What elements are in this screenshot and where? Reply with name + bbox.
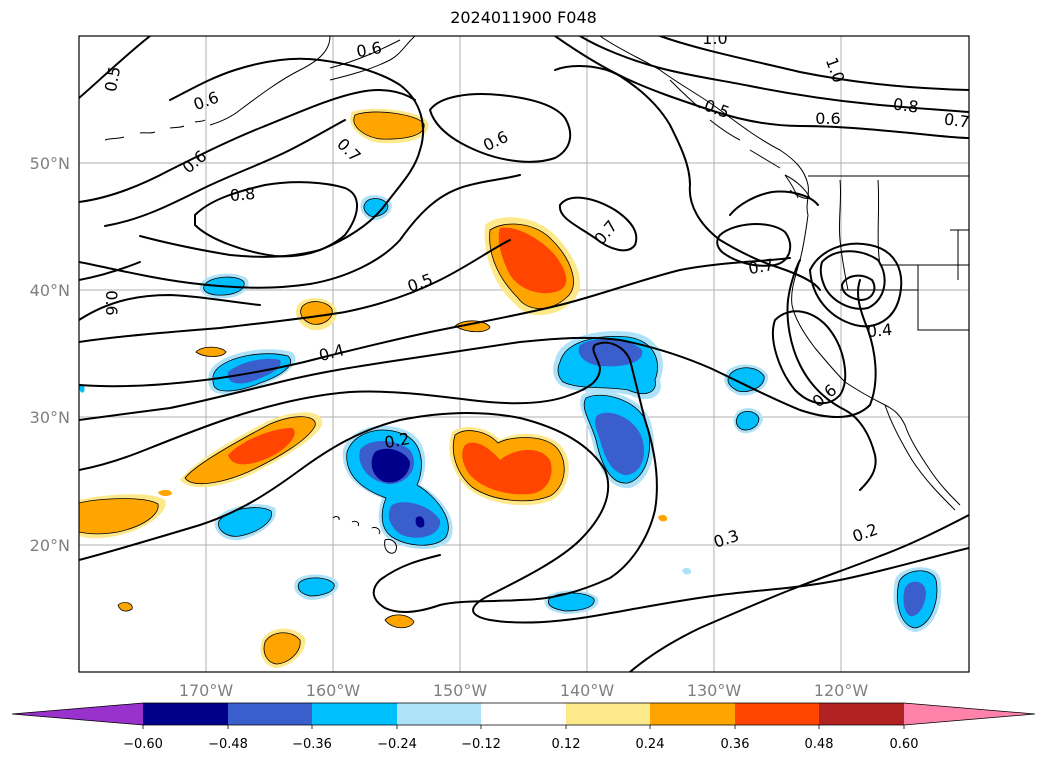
colorbar-segment [566,703,650,725]
filled-anomalies [79,108,942,668]
colorbar-segment [228,703,312,725]
colorbar-segment [650,703,735,725]
negative-anomaly-blob [342,425,453,549]
colorbar-over-triangle [904,703,1035,725]
lon-label: 140°W [560,681,615,700]
colorbar-tick-label: 0.60 [890,737,919,752]
lat-label: 50°N [30,154,70,173]
contour-label: 0.8 [892,94,920,116]
lat-label: 40°N [30,281,70,300]
negative-anomaly-blob [893,567,942,632]
colorbar-tick-label: −0.12 [461,737,501,752]
colorbar-under-triangle [12,703,143,725]
contour-lines [79,36,969,672]
lat-label: 30°N [30,408,70,427]
colorbar-tick-label: 0.48 [805,737,834,752]
colorbar: −0.60 −0.48 −0.36 −0.24 −0.12 0.12 0.24 … [11,702,1036,752]
negative-anomaly-blob [724,364,769,396]
colorbar-tick-label: −0.36 [292,737,332,752]
positive-anomaly-blob [295,298,337,331]
lon-label: 130°W [687,681,742,700]
contour-label: 0.6 [815,109,840,128]
contour-label: 0.4 [866,320,893,341]
colorbar-segment [481,703,566,725]
contour-label: 0.2 [383,429,411,452]
colorbar-segment [397,703,481,725]
colorbar-tick-label: 0.12 [552,737,581,752]
negative-anomaly-blob [360,195,392,221]
longitude-labels: 170°W 160°W 150°W 140°W 130°W 120°W [179,681,869,700]
contour-label: 0.6 [102,290,121,315]
lat-label: 20°N [30,536,70,555]
positive-anomaly-blob [260,628,306,668]
lon-label: 150°W [433,681,488,700]
contour-label: 0.6 [355,38,383,61]
contour-label: 0.5 [101,65,124,93]
contour-label: 0.7 [943,109,971,131]
colorbar-segment [735,703,819,725]
latitude-labels: 50°N 40°N 30°N 20°N [30,154,70,555]
colorbar-tick-label: 0.36 [721,737,750,752]
colorbar-segment [312,703,397,725]
positive-anomaly-blob [449,426,569,506]
lon-label: 170°W [179,681,234,700]
lon-label: 120°W [814,681,869,700]
colorbar-tick-label: −0.24 [377,737,417,752]
positive-anomaly-blob [350,108,429,144]
colorbar-tick-label: 0.24 [636,737,665,752]
contour-label: 0.8 [229,184,256,205]
contour-label: 0.7 [747,255,775,278]
positive-anomaly-blob [180,412,323,488]
map-title: 2024011900 F048 [450,8,597,27]
negative-anomaly-blob [580,391,654,489]
colorbar-tick-label: −0.48 [208,737,248,752]
positive-anomaly-blob [79,494,166,539]
colorbar-segment [819,703,904,725]
map-border [78,35,970,673]
negative-anomaly-blob [294,574,339,600]
lon-label: 160°W [306,681,361,700]
negative-anomaly-blob [733,408,763,434]
colorbar-tick-label: −0.60 [123,737,163,752]
contour-label: 1.0 [702,29,727,48]
colorbar-segment [143,703,228,725]
